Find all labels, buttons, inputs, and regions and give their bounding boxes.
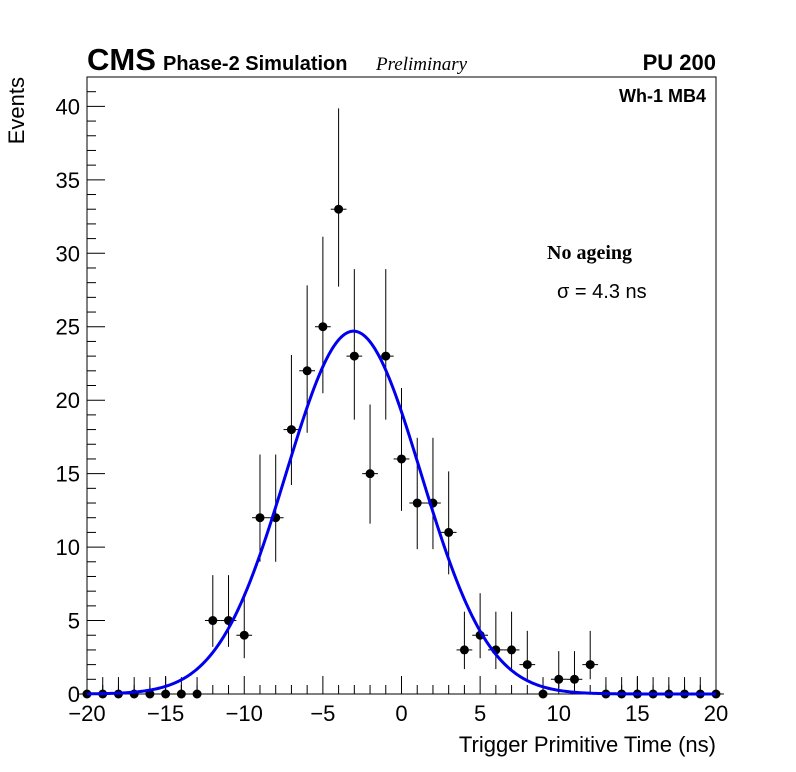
point-marker (286, 425, 296, 435)
point-marker (397, 454, 406, 464)
x-tick-label: −20 (68, 701, 105, 726)
experiment-label: CMS (87, 42, 156, 77)
simulation-label: Phase-2 Simulation (163, 53, 348, 75)
plot-frame (86, 76, 717, 695)
data-point (535, 677, 551, 699)
point-marker (412, 498, 422, 508)
pileup-label: PU 200 (643, 50, 716, 75)
data-point (598, 677, 614, 699)
point-marker (255, 513, 265, 523)
point-marker (554, 674, 564, 684)
y-tick-label: 10 (56, 535, 80, 560)
y-tick-label: 5 (68, 609, 80, 634)
y-tick-label: 20 (56, 388, 80, 413)
data-point (472, 593, 488, 659)
point-marker (161, 689, 171, 699)
x-tick-label: 0 (395, 701, 407, 726)
point-marker (318, 322, 328, 332)
data-points (79, 108, 724, 699)
point-marker (192, 689, 202, 699)
point-marker (522, 660, 532, 670)
y-tick-label: 35 (56, 168, 80, 193)
point-marker (208, 616, 218, 626)
point-marker (302, 366, 312, 376)
point-marker (444, 527, 454, 537)
x-tick-label: −5 (310, 701, 335, 726)
data-point (409, 437, 426, 550)
x-tick-label: 10 (547, 701, 571, 726)
preliminary-label: Preliminary (375, 54, 468, 75)
data-point (79, 677, 95, 699)
data-point (519, 630, 536, 680)
point-marker (538, 689, 548, 699)
data-point (330, 108, 347, 287)
point-marker (507, 645, 517, 655)
x-tick-label: 15 (625, 701, 649, 726)
data-point (456, 611, 473, 670)
y-tick-label: 40 (56, 94, 80, 119)
y-tick-label: 0 (68, 682, 80, 707)
data-point (204, 575, 221, 647)
x-axis-title: Trigger Primitive Time (ns) (459, 732, 716, 757)
y-tick-label: 25 (56, 315, 80, 340)
y-tick-label: 30 (56, 241, 80, 266)
point-marker (349, 351, 359, 361)
point-marker (459, 645, 469, 655)
x-tick-label: −10 (226, 701, 263, 726)
data-point (252, 454, 268, 562)
data-point (377, 269, 394, 420)
x-axis: −20 −15 −10 −5 0 5 10 15 20 (68, 676, 728, 726)
point-marker (334, 204, 344, 214)
y-axis: 0 5 10 15 20 25 30 35 40 (56, 76, 105, 707)
point-marker (381, 351, 391, 361)
data-point (582, 630, 599, 680)
y-tick-label: 15 (56, 462, 80, 487)
condition-label: No ageing (547, 242, 632, 264)
data-point (346, 269, 363, 420)
fit-curve (86, 329, 716, 696)
point-marker (176, 689, 186, 699)
data-point (550, 651, 567, 689)
point-marker (569, 674, 579, 684)
data-point (283, 355, 300, 485)
point-marker (82, 689, 92, 699)
station-label: Wh-1 MB4 (619, 86, 706, 106)
data-point (503, 611, 520, 670)
y-axis-title: Events (4, 77, 29, 144)
data-point (566, 651, 583, 689)
data-point (110, 677, 127, 699)
data-point (236, 593, 253, 659)
x-tick-label: 20 (704, 701, 728, 726)
point-marker (585, 660, 595, 670)
data-point (94, 677, 111, 699)
data-point (362, 404, 378, 524)
data-point (393, 387, 410, 511)
point-marker (365, 469, 375, 479)
data-point (189, 677, 205, 699)
data-point (126, 677, 143, 699)
gaussian-fit (86, 329, 716, 696)
sigma-label: σ = 4.3 ns (557, 281, 647, 303)
x-tick-label: 5 (474, 701, 486, 726)
x-tick-label: −15 (147, 701, 184, 726)
point-marker (239, 630, 249, 640)
